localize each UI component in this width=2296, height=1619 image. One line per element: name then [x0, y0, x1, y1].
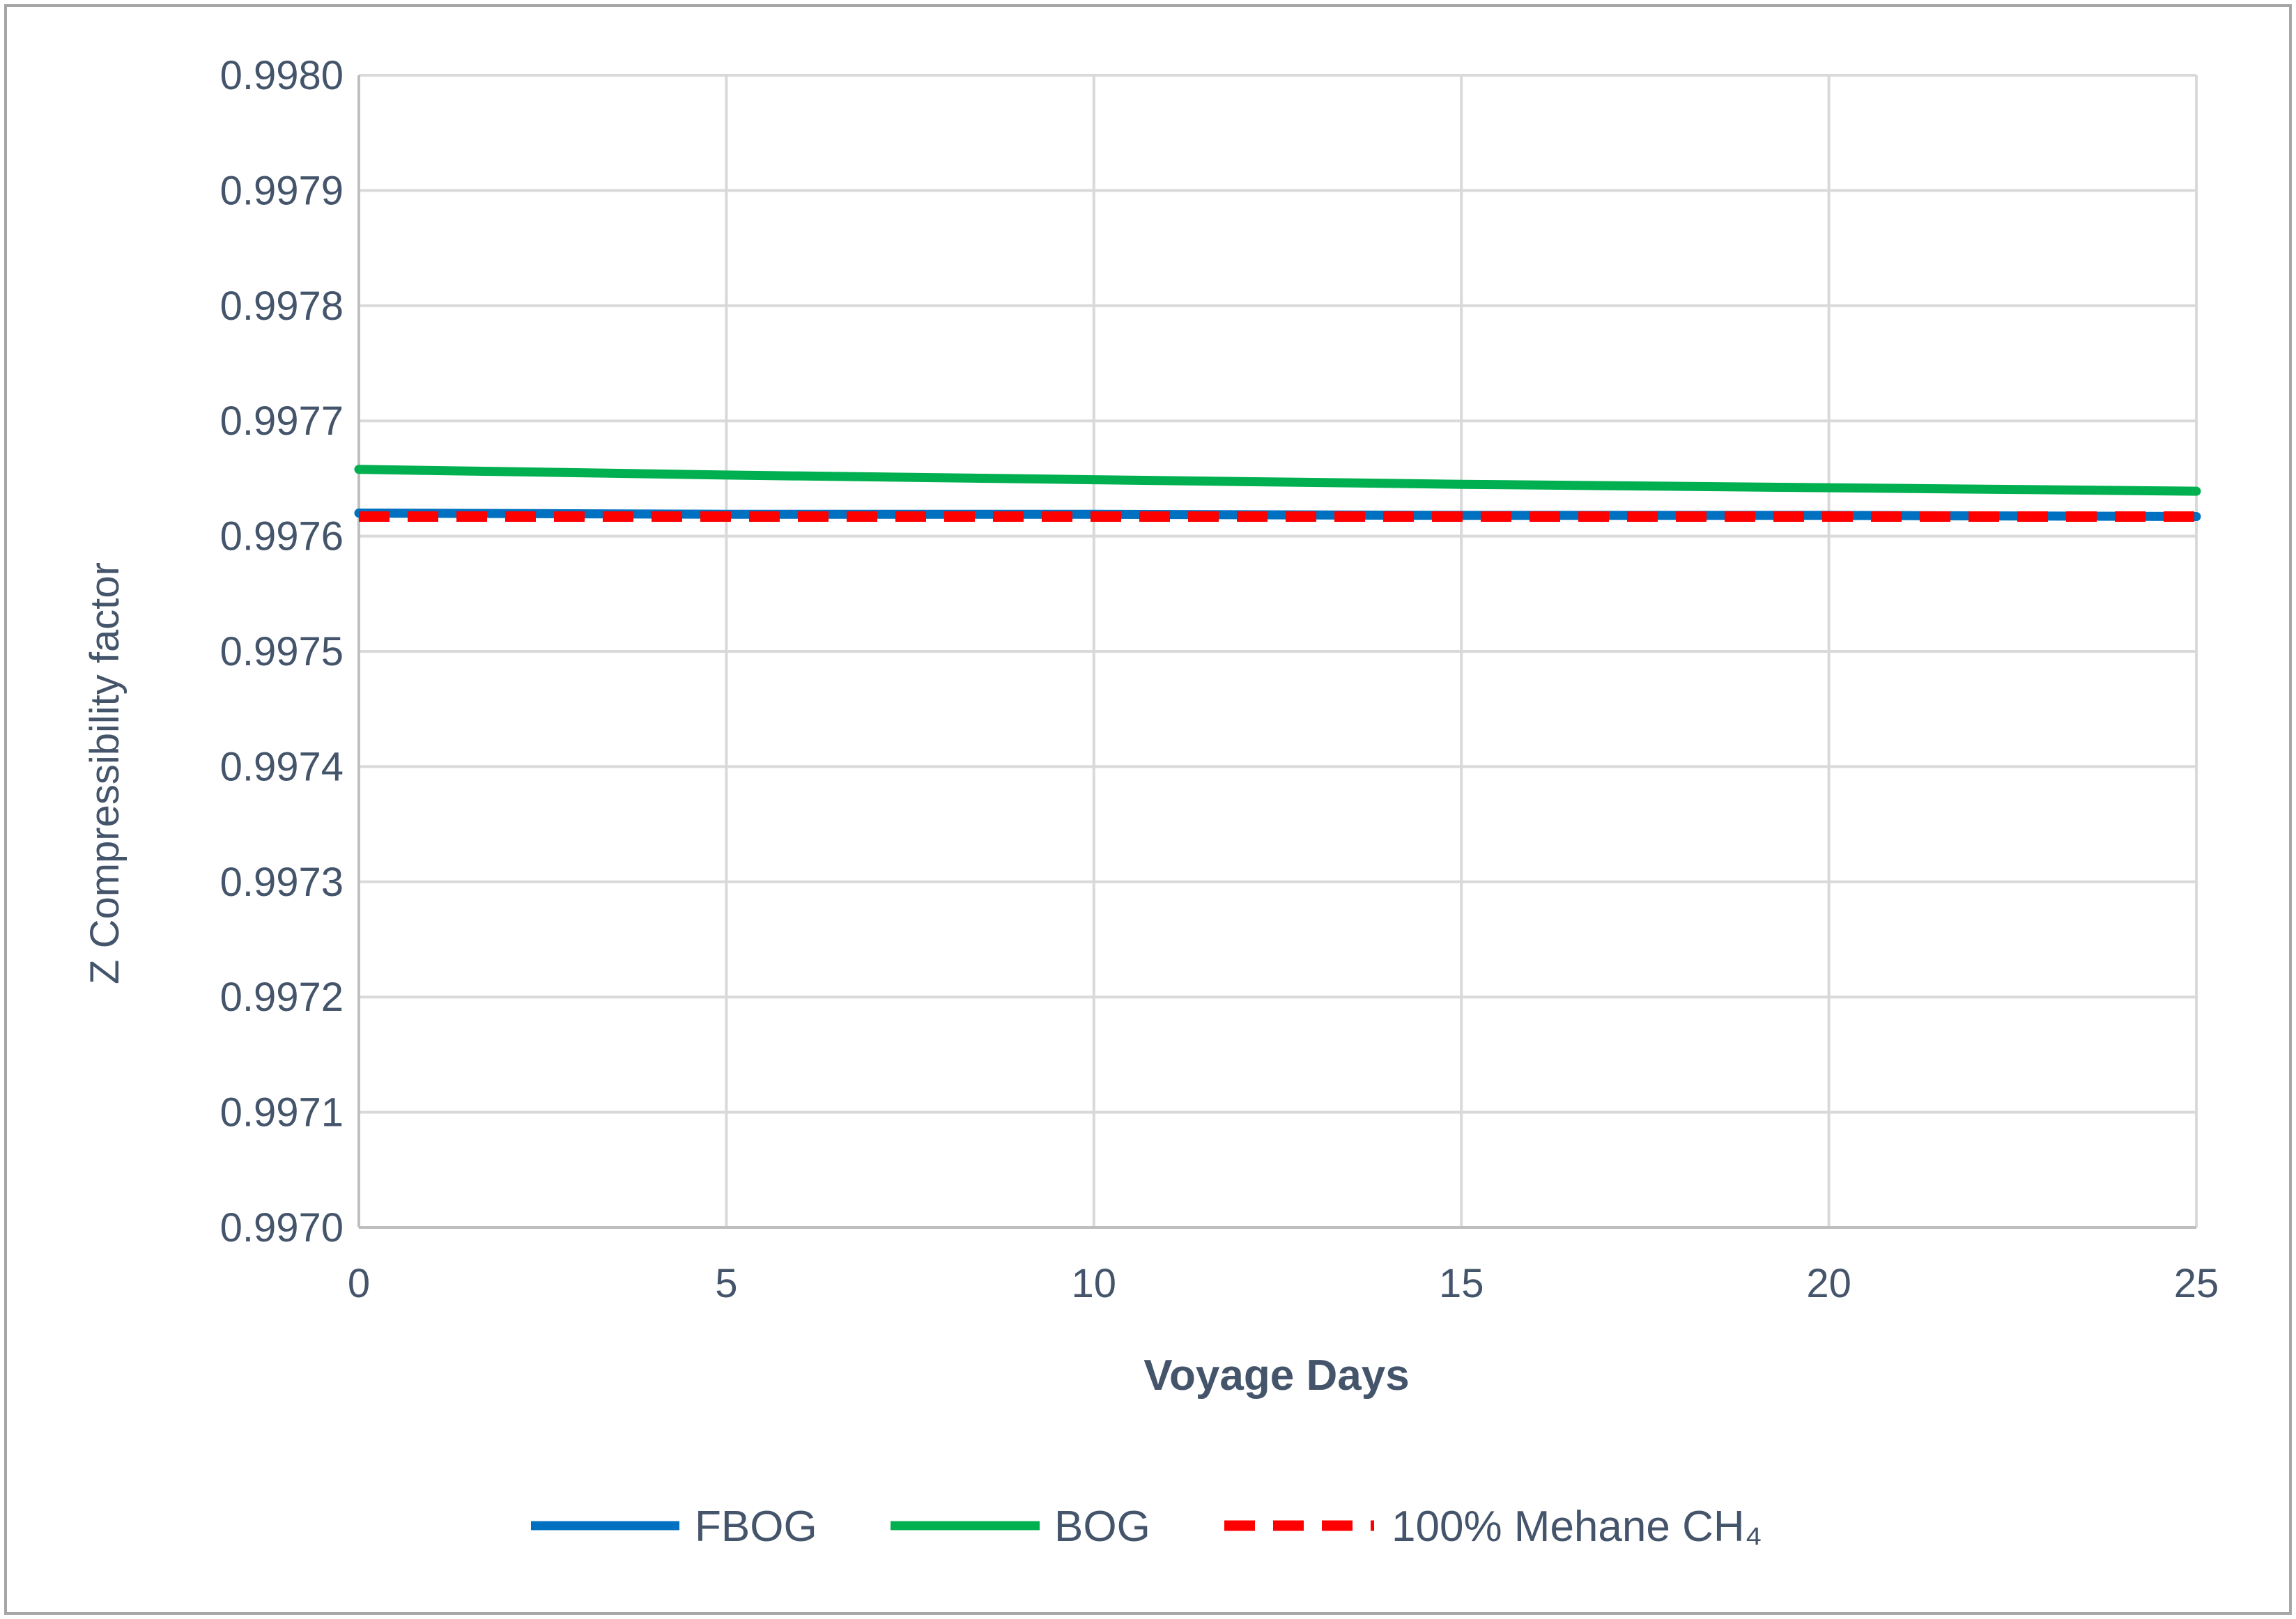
- legend-label: BOG: [1054, 1503, 1150, 1551]
- legend-item-2: BOG: [891, 1503, 1150, 1551]
- legend-label: 100% Mehane CH₄: [1392, 1503, 1762, 1551]
- y-tick-label: 0.9975: [220, 629, 344, 674]
- legend: FBOG BOG 100% Mehane CH₄: [531, 1503, 1762, 1551]
- y-tick-label: 0.9970: [220, 1205, 344, 1250]
- legend-label: FBOG: [695, 1503, 817, 1551]
- x-tick-label: 5: [715, 1261, 737, 1306]
- x-tick-label: 20: [1806, 1261, 1851, 1306]
- series-layer: [354, 465, 2201, 522]
- y-tick-label: 0.9979: [220, 168, 344, 213]
- x-tick-label: 25: [2174, 1261, 2219, 1306]
- y-tick-label: 0.9980: [220, 53, 344, 98]
- legend-item-1: FBOG: [531, 1503, 817, 1551]
- y-tick-label: 0.9974: [220, 744, 344, 789]
- x-tick-label: 10: [1072, 1261, 1117, 1306]
- x-tick-label: 0: [348, 1261, 370, 1306]
- legend-item-3: 100% Mehane CH₄: [1224, 1503, 1762, 1551]
- y-tick-label: 0.9976: [220, 514, 344, 559]
- chart-frame: [4, 4, 2292, 1615]
- y-axis-title: Z Compressibility factor: [82, 562, 128, 984]
- y-tick-label: 0.9972: [220, 975, 344, 1020]
- y-tick-label: 0.9977: [220, 398, 344, 444]
- x-tick-label: 15: [1439, 1261, 1484, 1306]
- y-tick-label: 0.9973: [220, 860, 344, 905]
- series-line-2: [354, 465, 2201, 496]
- x-axis-title: Voyage Days: [1143, 1351, 1409, 1400]
- y-tick-label: 0.9971: [220, 1090, 344, 1136]
- axis-layer: [357, 75, 2196, 1229]
- tick-layer: 0.9970 0.9971 0.9972 0.9973 0.9974 0.9975 0.99…: [220, 53, 2219, 1306]
- y-tick-label: 0.9978: [220, 284, 344, 329]
